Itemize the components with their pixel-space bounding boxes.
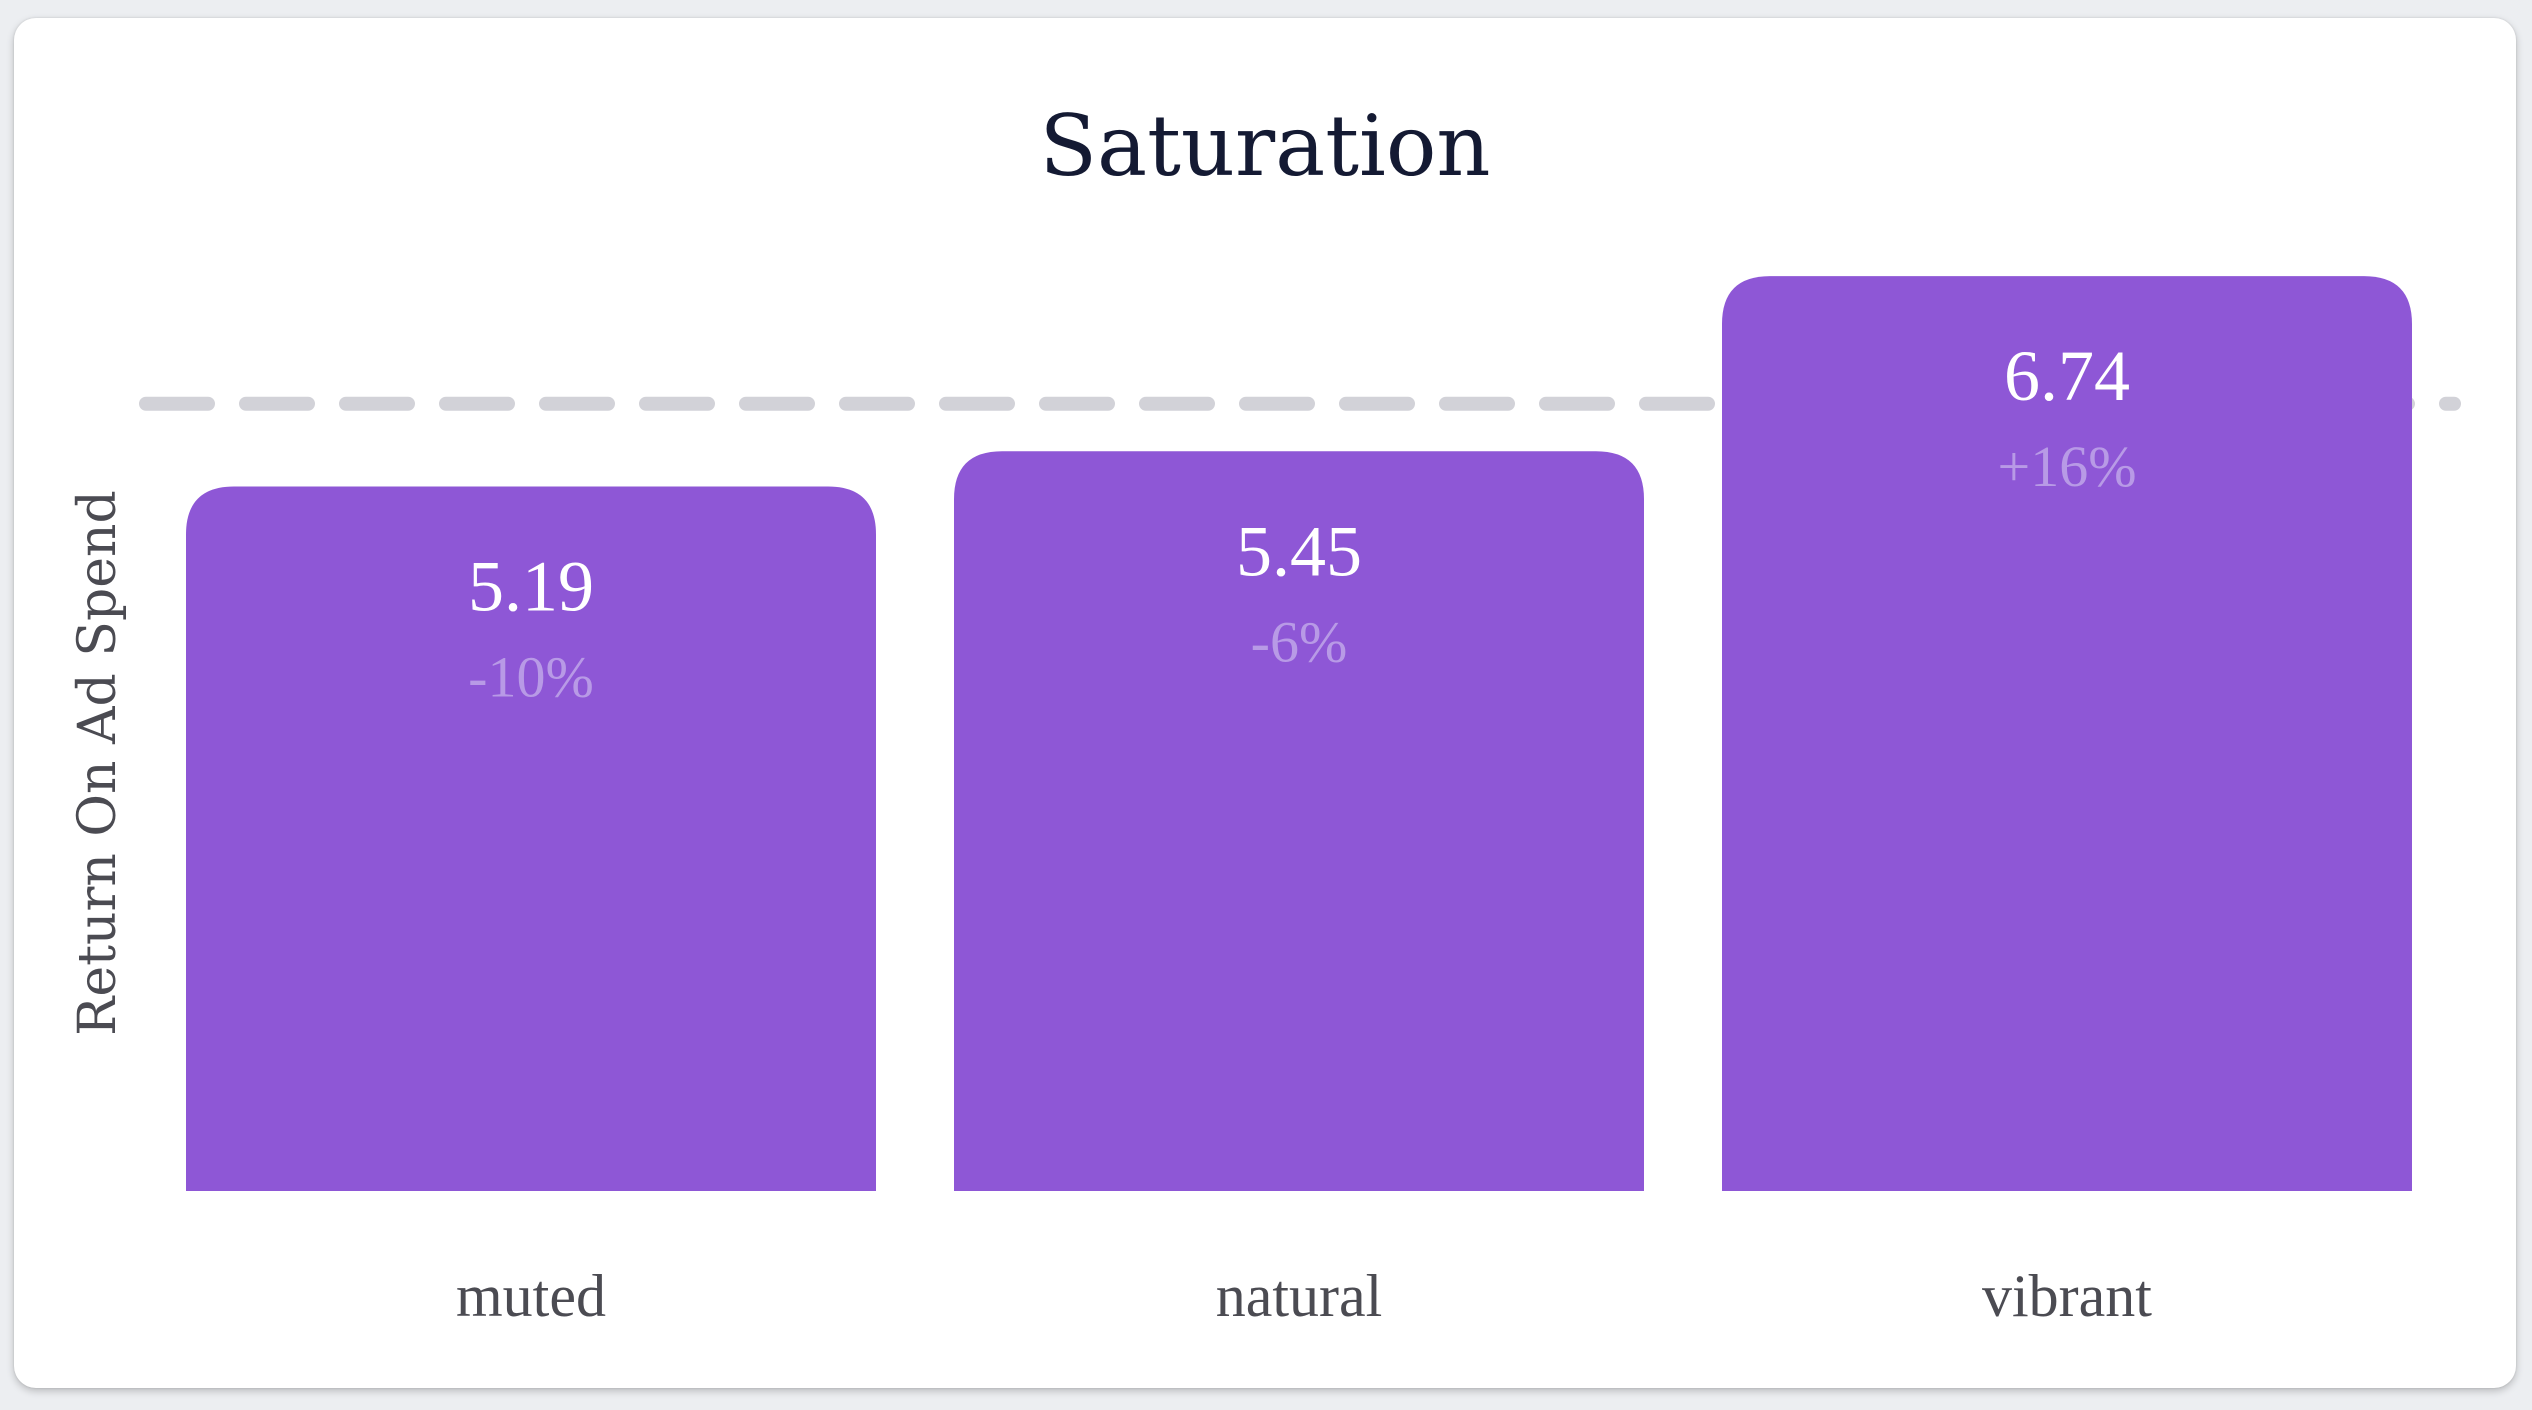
- x-tick-label: natural: [1216, 1263, 1383, 1329]
- bar-delta-label: -6%: [1251, 609, 1348, 674]
- bar-vibrant: [1722, 276, 2412, 1191]
- bar-value-label: 5.45: [1236, 511, 1362, 591]
- bar-chart: 5.19 -10% muted 5.45 -6% natural 6.74 +16% vibra…: [139, 276, 2461, 1329]
- bar-natural: [954, 451, 1644, 1192]
- bar-value-label: 6.74: [2004, 336, 2130, 416]
- bar-delta-label: -10%: [468, 645, 594, 710]
- x-tick-label: muted: [456, 1263, 606, 1329]
- x-tick-label: vibrant: [1982, 1263, 2152, 1329]
- bar-muted: [186, 486, 876, 1191]
- chart-card: Saturation Return On Ad Spend 5.19 -10% mu…: [14, 18, 2516, 1388]
- bar-delta-label: +16%: [1997, 434, 2136, 499]
- chart-title: Saturation: [1039, 97, 1491, 195]
- bar-value-label: 5.19: [468, 547, 594, 627]
